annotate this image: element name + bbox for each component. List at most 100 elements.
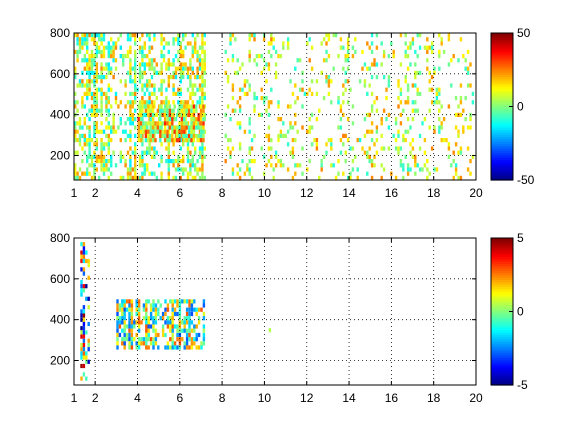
- heatmap-cell: [201, 154, 204, 159]
- heatmap-cell: [112, 125, 115, 130]
- heatmap-cell: [118, 320, 122, 325]
- heatmap-cell: [203, 154, 206, 159]
- colorbar-segment: [491, 76, 513, 80]
- heatmap-cell: [183, 121, 186, 126]
- heatmap-cell: [144, 112, 148, 118]
- heatmap-cell: [76, 37, 79, 42]
- heatmap-cell: [165, 96, 168, 101]
- heatmap-cell: [201, 142, 204, 147]
- heatmap-cell: [83, 133, 86, 138]
- heatmap-cell: [110, 87, 113, 92]
- heatmap-cell: [186, 66, 190, 71]
- heatmap-cell: [168, 121, 172, 126]
- heatmap-cell: [153, 70, 156, 75]
- heatmap-cell: [110, 154, 113, 159]
- heatmap-cell: [199, 121, 203, 126]
- heatmap-cell: [168, 104, 172, 109]
- heatmap-cell: [170, 112, 173, 117]
- heatmap-cell: [203, 49, 206, 54]
- heatmap-cell: [82, 321, 86, 327]
- heatmap-cell: [134, 96, 137, 101]
- heatmap-cell: [284, 133, 287, 138]
- heatmap-cell: [171, 345, 174, 350]
- heatmap-cell: [274, 49, 278, 54]
- heatmap-cell: [168, 108, 172, 113]
- heatmap-cell: [123, 341, 126, 346]
- heatmap-cell: [370, 49, 374, 54]
- colorbar-segment: [491, 366, 513, 370]
- colorbar-tick-label: 0: [517, 100, 524, 114]
- heatmap-cell: [238, 167, 242, 172]
- x-tick-label: 16: [385, 391, 399, 405]
- heatmap-cell: [137, 316, 141, 321]
- heatmap-cell: [134, 66, 137, 71]
- heatmap-cell: [279, 133, 283, 138]
- colorbar-segment: [491, 95, 513, 98]
- heatmap-cell: [172, 108, 175, 113]
- heatmap-cell: [201, 75, 204, 80]
- heatmap-cell: [74, 66, 77, 71]
- heatmap-cell: [180, 104, 184, 109]
- heatmap-cell: [86, 96, 89, 101]
- heatmap-cell: [88, 58, 91, 63]
- heatmap-cell: [169, 345, 172, 350]
- heatmap-cell: [86, 41, 89, 46]
- heatmap-cell: [177, 66, 180, 71]
- heatmap-cell: [387, 146, 391, 151]
- heatmap-cell: [178, 337, 182, 342]
- heatmap-cell: [182, 171, 185, 176]
- heatmap-cell: [229, 33, 232, 38]
- heatmap-cell: [166, 121, 169, 126]
- heatmap-cell: [100, 100, 103, 105]
- heatmap-cell: [150, 100, 154, 105]
- heatmap-cell: [126, 150, 130, 155]
- heatmap-cell: [327, 83, 331, 88]
- heatmap-cell: [78, 83, 82, 88]
- heatmap-cell: [270, 41, 273, 46]
- heatmap-cell: [95, 49, 98, 54]
- heatmap-cell: [186, 159, 190, 164]
- heatmap-cell: [318, 175, 321, 180]
- heatmap-cell: [418, 70, 422, 75]
- heatmap-cell: [107, 54, 110, 59]
- heatmap-cell: [392, 54, 395, 59]
- heatmap-cell: [154, 311, 158, 317]
- heatmap-cell: [122, 62, 125, 67]
- heatmap-cell: [234, 37, 237, 42]
- heatmap-cell: [171, 316, 174, 321]
- colorbar-segment: [491, 159, 513, 163]
- heatmap-cell: [122, 54, 125, 59]
- heatmap-cell: [435, 91, 439, 96]
- heatmap-cell: [184, 117, 187, 122]
- colorbar-segment: [491, 145, 513, 149]
- x-tick-label: 10: [258, 391, 272, 405]
- heatmap-cell: [121, 307, 124, 312]
- heatmap-cell: [143, 91, 146, 96]
- heatmap-cell: [149, 121, 152, 126]
- heatmap-cell: [172, 70, 175, 75]
- heatmap-cell: [190, 345, 194, 350]
- heatmap-cell: [138, 154, 142, 159]
- heatmap-cell: [153, 87, 156, 92]
- heatmap-cell: [177, 37, 180, 42]
- heatmap-cell: [320, 159, 323, 164]
- heatmap-cell: [80, 267, 83, 272]
- heatmap-cell: [351, 146, 355, 151]
- heatmap-cell: [160, 104, 163, 109]
- heatmap-cell: [83, 58, 86, 63]
- heatmap-cell: [194, 41, 197, 46]
- heatmap-cell: [88, 154, 91, 159]
- heatmap-cell: [199, 129, 203, 134]
- heatmap-cell: [117, 37, 120, 42]
- heatmap-cell: [90, 104, 94, 109]
- heatmap-cell: [203, 66, 206, 71]
- heatmap-cell: [190, 108, 193, 113]
- heatmap-cell: [416, 108, 419, 113]
- heatmap-cell: [301, 146, 304, 151]
- heatmap-cell: [296, 129, 299, 134]
- heatmap-cell: [167, 66, 170, 71]
- heatmap-cell: [253, 159, 256, 164]
- heatmap-cell: [185, 299, 189, 304]
- heatmap-cell: [150, 62, 154, 67]
- heatmap-cell: [315, 138, 319, 143]
